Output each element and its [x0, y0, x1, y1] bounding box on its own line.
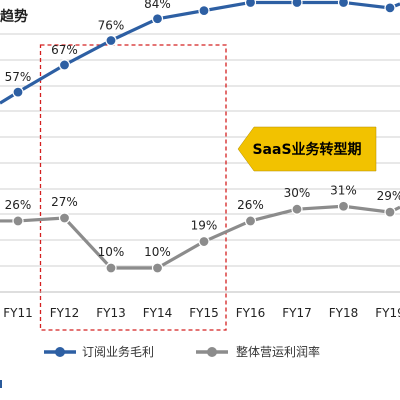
subscription-data-point — [384, 2, 396, 14]
operating-margin-data-point — [291, 203, 303, 215]
operating-margin-data-point — [105, 262, 117, 274]
operating-margin-data-point — [244, 215, 257, 227]
subscription-data-label: 76% — [98, 19, 125, 33]
x-tick-label: FY13 — [96, 306, 126, 320]
x-tick-label: FY16 — [236, 306, 266, 320]
subscription-data-point — [58, 59, 71, 71]
x-tick-label: FY17 — [282, 306, 312, 320]
subscription-data-label: 84% — [144, 0, 171, 11]
operating-margin-data-label: 31% — [330, 183, 357, 197]
annotation-label: SaaS业务转型期 — [252, 142, 362, 158]
operating-margin-data-point — [58, 212, 71, 224]
subscription-data-point — [337, 0, 350, 9]
operating-margin-data-point — [337, 200, 350, 212]
x-tick-label: FY18 — [329, 306, 359, 320]
operating-margin-data-label: 30% — [284, 186, 311, 200]
subscription-data-label: 87% — [191, 0, 218, 3]
operating-margin-data-point — [384, 206, 396, 218]
operating-margin-data-label: 19% — [191, 219, 218, 233]
operating-margin-data-label: 29% — [377, 189, 400, 203]
highlight-period-box — [39, 44, 227, 331]
x-tick-label: FY19 — [375, 306, 400, 320]
operating-margin-data-label: 10% — [98, 245, 125, 259]
subscription-data-point — [151, 13, 164, 25]
annotation-arrow — [237, 126, 377, 172]
chart-title: 趋势 — [0, 9, 28, 25]
subscription-data-point — [291, 0, 303, 9]
x-tick-label: FY14 — [143, 306, 173, 320]
x-tick-label: FY15 — [189, 306, 219, 320]
legend-marker-subscription — [55, 347, 65, 357]
subscription-data-point — [12, 86, 24, 98]
subscription-data-label: 67% — [51, 43, 78, 57]
operating-margin-data-point — [12, 215, 24, 227]
legend-label-subscription: 订阅业务毛利 — [82, 345, 155, 359]
operating-margin-data-label: 27% — [51, 195, 78, 209]
legend-marker-operating-margin — [207, 347, 217, 357]
operating-margin-data-label: 26% — [237, 198, 264, 212]
legend-label-operating-margin: 整体营运利润率 — [236, 345, 321, 359]
subscription-data-label: 57% — [5, 70, 32, 84]
x-tick-label: FY12 — [50, 306, 80, 320]
subscription-data-point — [198, 5, 210, 17]
operating-margin-data-point — [198, 235, 210, 248]
subscription-data-point — [105, 34, 117, 47]
axis-marker — [0, 380, 2, 388]
operating-margin-data-point — [151, 262, 164, 274]
operating-margin-data-label: 10% — [144, 245, 171, 259]
subscription-data-point — [244, 0, 257, 9]
x-tick-label: FY11 — [3, 306, 33, 320]
operating-margin-data-label: 26% — [5, 198, 32, 212]
